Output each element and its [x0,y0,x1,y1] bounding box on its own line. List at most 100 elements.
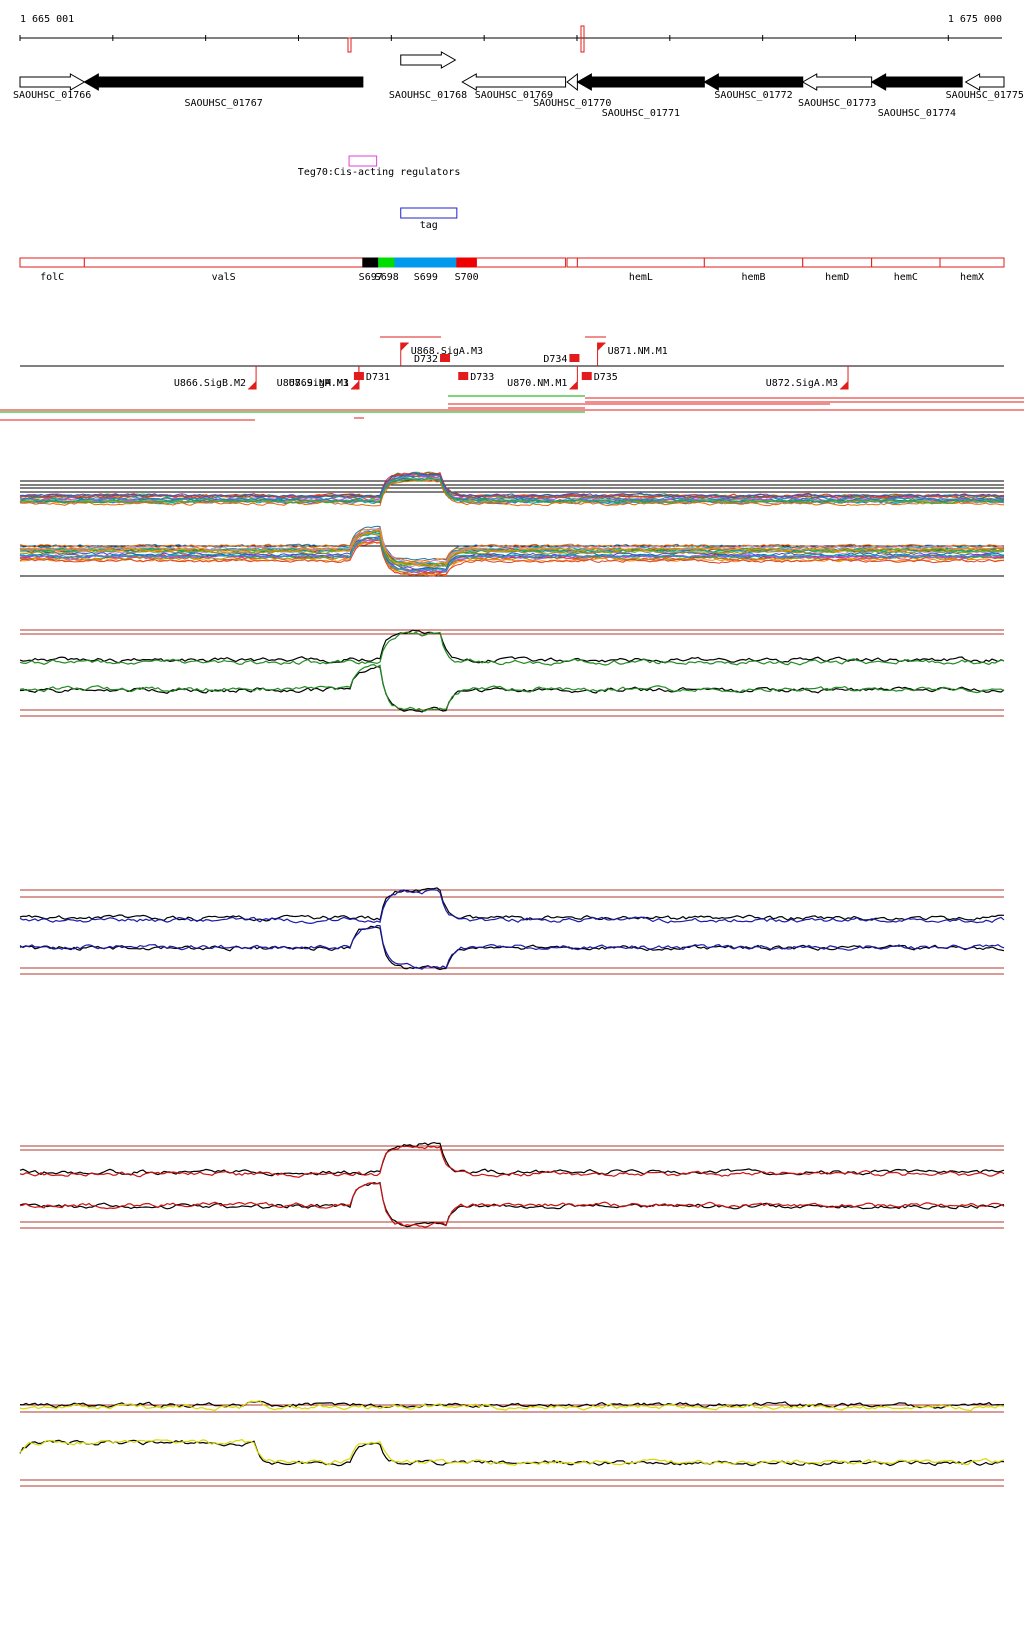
promoter-label: U867.SigA.M3 [277,378,349,389]
red-condition-panel [19,1141,1005,1229]
expression-trace [19,536,1005,572]
promoter-label: U872.SigA.M3 [766,378,838,389]
expression-trace [20,532,1005,568]
gene-arrow[interactable] [461,73,567,91]
coordinate-ruler: 1 665 001 1 675 000 [19,14,1002,53]
expression-trace [19,535,1005,571]
profile-bundle-panel [19,471,1005,577]
operon-segment[interactable] [871,257,941,268]
terminator-group: D731 D732 D733 D734 D735 [353,354,618,383]
ruler-marker [347,37,352,53]
operon-segment[interactable] [456,257,478,268]
expression-trace [19,1182,1005,1228]
operon-segment[interactable] [83,257,364,268]
operon-segment[interactable] [19,257,85,268]
operon-label: S698 [375,272,399,283]
gene-label: SAOUHSC_01773 [798,98,876,109]
gene-arrow[interactable] [964,73,1005,91]
expression-trace [19,924,1005,970]
expression-trace [19,887,1005,922]
operon-segment[interactable] [378,257,396,268]
operon-label: S697 [359,272,383,283]
promoter-flag [597,343,606,351]
terminator-block[interactable] [353,372,364,380]
expression-panels [19,471,1005,1487]
expression-trace [19,631,1005,666]
terminator-label: D735 [594,372,618,383]
expression-trace [19,1181,1005,1228]
operon-label: hemC [894,272,918,283]
operon-label: hemD [825,272,849,283]
operon-label: S699 [414,272,438,283]
regulator-feature[interactable] [348,155,378,167]
expression-trace [19,476,1005,504]
gene-arrow[interactable] [703,73,804,91]
promoter-flag [350,381,359,389]
terminator-label: D733 [470,372,494,383]
operon-segment[interactable] [362,257,380,268]
operon-segment[interactable] [394,257,458,268]
yellow-condition-panel [19,1400,1005,1487]
expression-trace [19,528,1005,564]
promoter-flag [840,381,849,389]
promoter-label: U870.NM.M1 [507,378,567,389]
gene-label: SAOUHSC_01772 [714,90,792,101]
expression-trace [19,1400,1005,1412]
expression-trace [19,665,1005,713]
operon-segment[interactable] [576,257,705,268]
expression-trace [19,474,1005,502]
expression-trace [19,529,1005,566]
ruler-ticks [19,35,949,41]
gene-label: SAOUHSC_01769 [475,90,553,101]
green-condition-panel [19,629,1005,717]
expression-trace [19,629,1005,664]
expression-trace [19,1145,1005,1178]
tag-feature[interactable] [400,207,458,219]
gene-arrow[interactable] [19,73,86,91]
terminator-block[interactable] [458,372,469,380]
gene-label: SAOUHSC_01767 [184,98,262,109]
expression-trace [19,541,1005,577]
promoter-flag [400,343,409,351]
expression-trace [19,889,1005,925]
gene-arrow[interactable] [801,73,873,91]
ruler-marker [580,25,585,53]
gene-arrow[interactable] [83,73,364,91]
terminator-label: D734 [543,354,567,365]
operon-segment[interactable] [566,257,578,268]
gene-arrow[interactable] [400,51,457,69]
gene-label: SAOUHSC_01771 [602,108,680,119]
ruler-start-label: 1 665 001 [20,14,74,25]
operon-label: valS [212,272,236,283]
promoter-flag [569,381,578,389]
operon-segment[interactable] [939,257,1005,268]
expression-trace [19,472,1005,499]
regulator-track: Teg70:Cis-acting regulators [298,155,461,178]
expression-trace [19,541,1005,577]
ruler-end-label: 1 675 000 [948,14,1002,25]
blue-condition-panel [19,887,1005,975]
gene-arrow[interactable] [576,73,705,91]
operon-segment[interactable] [476,257,567,268]
promoter-label: U868.SigA.M3 [411,346,483,357]
expression-trace [19,527,1005,563]
expression-trace [19,536,1005,574]
promoter-flag [248,381,257,389]
expression-trace [19,474,1005,501]
regulator-label: Teg70:Cis-acting regulators [298,167,461,178]
terminator-block[interactable] [581,372,592,380]
terminator-block[interactable] [440,354,451,362]
operon-segment[interactable] [802,257,873,268]
expression-trace [19,1439,1005,1467]
expression-trace [19,663,1005,712]
expression-trace [19,472,1005,499]
operon-segment[interactable] [703,257,804,268]
terminator-block[interactable] [569,354,580,362]
gene-arrow[interactable] [870,73,963,91]
terminator-label: D731 [366,372,390,383]
gene-arrow[interactable] [566,72,578,92]
